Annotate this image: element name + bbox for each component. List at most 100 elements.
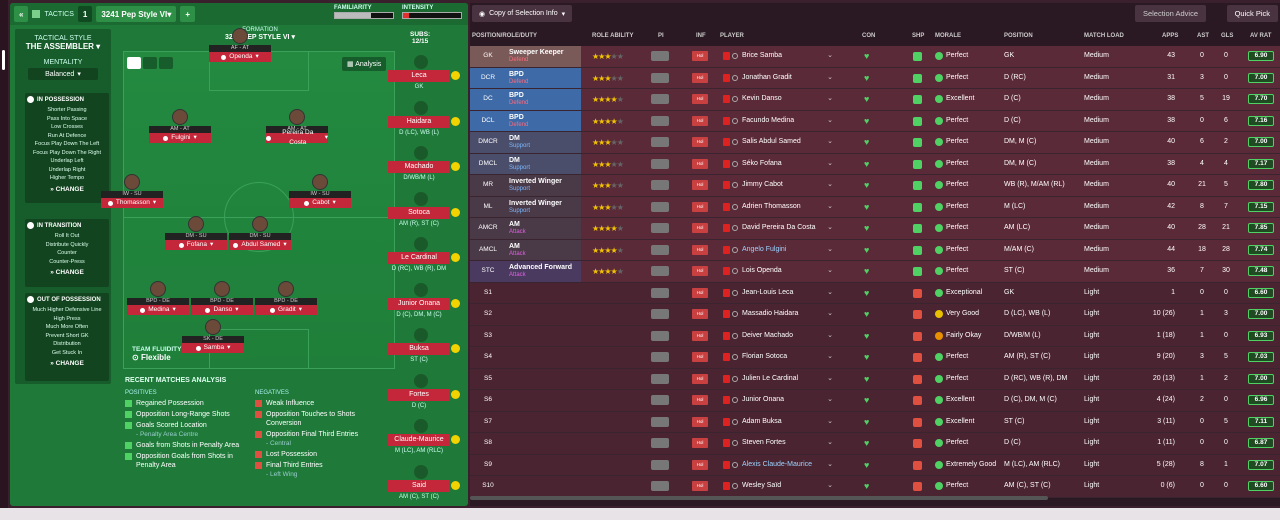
arrow-icon[interactable]: [451, 207, 460, 217]
role-duty-select[interactable]: Sweeper Keeper Defend: [506, 46, 581, 67]
role-duty-select[interactable]: DM Support: [506, 153, 581, 174]
pitch-player[interactable]: AM - AT Fulgini ▾: [149, 109, 211, 143]
table-row[interactable]: DC BPD Defend ★★★★★ Hol ⌄ Kevin Danso ♥ Excellen…: [470, 89, 1280, 111]
player-select[interactable]: ⌄ Steven Fortes: [720, 433, 835, 454]
player-select[interactable]: ⌄ Jimmy Cabot: [720, 175, 835, 196]
table-row[interactable]: S8 Hol ⌄ Steven Fortes ♥ Perfect D (C) Light 1 (…: [470, 433, 1280, 455]
sub-slot[interactable]: Junior Onana D (C), DM, M (C): [388, 281, 462, 327]
arrow-icon[interactable]: [451, 389, 460, 399]
table-row[interactable]: ML Inverted Winger Support ★★★★★ Hol ⌄ Adrien …: [470, 196, 1280, 218]
sub-name[interactable]: Claude-Maurice: [388, 434, 450, 446]
table-row[interactable]: DCL BPD Defend ★★★★★ Hol ⌄ Facundo Medina ♥ Perf…: [470, 110, 1280, 132]
pitch-player[interactable]: SK - DE Samba ▾: [182, 319, 244, 353]
player-instructions-icon[interactable]: [651, 373, 669, 384]
player-select[interactable]: ⌄ Brice Samba: [720, 46, 835, 67]
familiarity-bar[interactable]: FAMILIARITY: [334, 5, 394, 19]
quick-pick-button[interactable]: Quick Pick: [1226, 5, 1278, 22]
role-duty-select[interactable]: BPD Defend: [506, 67, 581, 88]
table-row[interactable]: S10 Hol ⌄ Wesley Saïd ♥ Perfect AM (C), ST (C)…: [470, 476, 1280, 498]
table-row[interactable]: GK Sweeper Keeper Defend ★★★★★ Hol ⌄ Brice Sam…: [470, 46, 1280, 68]
player-instructions-icon[interactable]: [651, 459, 669, 470]
player-instructions-icon[interactable]: [651, 180, 669, 190]
col-apps[interactable]: APPS: [1162, 33, 1179, 39]
in-transition-change-button[interactable]: » CHANGE: [50, 269, 84, 276]
role-duty-select[interactable]: AM Attack: [506, 239, 581, 260]
role-duty-select[interactable]: Inverted Winger Support: [506, 196, 581, 217]
formation-dropdown[interactable]: 3241 PEP STYLE VI ▾: [225, 34, 295, 41]
player-instructions-icon[interactable]: [651, 395, 669, 405]
table-row[interactable]: S5 Hol ⌄ Julien Le Cardinal ♥ Perfect D (RC), …: [470, 368, 1280, 390]
table-row[interactable]: S7 Hol ⌄ Adam Buksa ♥ Excellent ST (C) Light 3 (…: [470, 411, 1280, 433]
role-duty-select[interactable]: Inverted Winger Support: [506, 175, 581, 196]
player-name-tag[interactable]: Cabot ▾: [289, 198, 351, 208]
col-inf[interactable]: INF: [696, 33, 706, 39]
player-name-tag[interactable]: Openda ▾: [209, 52, 271, 62]
intensity-bar[interactable]: INTENSITY: [402, 5, 462, 19]
col-player[interactable]: PLAYER: [720, 33, 744, 39]
player-select[interactable]: ⌄ Séko Fofana: [720, 154, 835, 175]
out-of-possession-change-button[interactable]: » CHANGE: [50, 360, 84, 367]
table-row[interactable]: STC Advanced Forward Attack ★★★★★ Hol ⌄ Lois O…: [470, 261, 1280, 283]
in-possession-change-button[interactable]: » CHANGE: [50, 185, 84, 193]
player-select[interactable]: ⌄ Jonathan Gradit: [720, 68, 835, 89]
player-instructions-icon[interactable]: [651, 72, 669, 83]
player-instructions-icon[interactable]: [651, 223, 669, 233]
player-select[interactable]: ⌄ David Pereira Da Costa: [720, 218, 835, 239]
sub-slot[interactable]: Buksa ST (C): [388, 326, 462, 372]
arrow-icon[interactable]: [451, 344, 460, 353]
player-select[interactable]: ⌄ Massadio Haidara: [720, 304, 835, 325]
pitch-player[interactable]: IW - SU Cabot ▾: [289, 174, 351, 208]
player-instructions-icon[interactable]: [651, 115, 669, 126]
table-row[interactable]: S1 Hol ⌄ Jean-Louis Leca ♥ Exceptional GK Light…: [470, 282, 1280, 304]
sub-slot[interactable]: Said AM (C), ST (C): [388, 463, 462, 507]
player-instructions-icon[interactable]: [651, 201, 669, 212]
view-toggle[interactable]: [127, 57, 173, 69]
sub-name[interactable]: Machado: [388, 161, 450, 173]
sub-slot[interactable]: Claude-Maurice M (LC), AM (RLC): [388, 417, 462, 463]
table-row[interactable]: AMCL AM Attack ★★★★★ Hol ⌄ Angelo Fulgini ♥ Perf…: [470, 239, 1280, 261]
pitch-player[interactable]: AM - AT Pereira Da Costa ▾: [266, 109, 328, 146]
player-name-tag[interactable]: Samba ▾: [182, 343, 244, 353]
player-instructions-icon[interactable]: [651, 244, 669, 255]
table-row[interactable]: DCR BPD Defend ★★★★★ Hol ⌄ Jonathan Gradit ♥ Per…: [470, 67, 1280, 89]
arrow-icon[interactable]: [451, 116, 460, 126]
table-row[interactable]: MR Inverted Winger Support ★★★★★ Hol ⌄ Jimmy C…: [470, 175, 1280, 197]
player-name-tag[interactable]: Danso ▾: [191, 305, 253, 315]
sub-slot[interactable]: Machado D/WB/M (L): [388, 144, 462, 190]
sub-name[interactable]: Leca: [388, 70, 450, 82]
player-name-tag[interactable]: Pereira Da Costa ▾: [266, 129, 328, 146]
player-instructions-icon[interactable]: [651, 137, 669, 147]
player-select[interactable]: ⌄ Angelo Fulgini: [720, 240, 835, 261]
player-select[interactable]: ⌄ Alexis Claude-Maurice: [720, 455, 835, 476]
pitch-player[interactable]: DM - SU Fofana ▾: [165, 216, 227, 250]
arrow-icon[interactable]: [451, 253, 460, 262]
role-duty-select[interactable]: AM Attack: [506, 218, 581, 239]
col-ast[interactable]: AST: [1197, 33, 1209, 39]
player-name-tag[interactable]: Thomasson ▾: [101, 198, 163, 208]
col-pi[interactable]: PI: [658, 33, 664, 39]
table-row[interactable]: DMCL DM Support ★★★★★ Hol ⌄ Séko Fofana ♥ Perfec…: [470, 153, 1280, 175]
sub-slot[interactable]: Le Cardinal D (RC), WB (R), DM: [388, 235, 462, 281]
col-con[interactable]: CON: [862, 33, 876, 39]
role-duty-select[interactable]: Advanced Forward Attack: [506, 261, 581, 282]
analysis-button[interactable]: ▦ Analysis: [342, 57, 387, 71]
col-gls[interactable]: GLS: [1221, 33, 1234, 39]
col-position[interactable]: POSITION/ROLE/DUTY: [472, 33, 538, 39]
player-name-tag[interactable]: Fofana ▾: [165, 240, 227, 250]
player-select[interactable]: ⌄ Facundo Medina: [720, 111, 835, 132]
pitch-player[interactable]: DM - SU Abdul Samed ▾: [229, 216, 291, 250]
selection-advice-button[interactable]: Selection Advice: [1134, 5, 1206, 22]
player-view-icon[interactable]: [127, 57, 141, 69]
sub-name[interactable]: Sotoca: [388, 206, 450, 219]
role-duty-select[interactable]: BPD Defend: [506, 89, 581, 110]
pitch-player[interactable]: AF - AT Openda ▾: [209, 28, 271, 62]
sub-name[interactable]: Fortes: [388, 388, 450, 401]
player-select[interactable]: ⌄ Jean-Louis Leca: [720, 283, 835, 304]
player-name-tag[interactable]: Gradit ▾: [255, 305, 317, 315]
arrow-icon[interactable]: [451, 298, 460, 308]
tactic-slot-button[interactable]: 1: [77, 6, 93, 22]
table-row[interactable]: S6 Hol ⌄ Junior Onana ♥ Excellent D (C), DM, M…: [470, 390, 1280, 412]
pitch-player[interactable]: BPD - DE Medina ▾: [127, 281, 189, 315]
col-shp[interactable]: SHP: [912, 33, 925, 39]
stats-view-icon[interactable]: [143, 57, 157, 69]
